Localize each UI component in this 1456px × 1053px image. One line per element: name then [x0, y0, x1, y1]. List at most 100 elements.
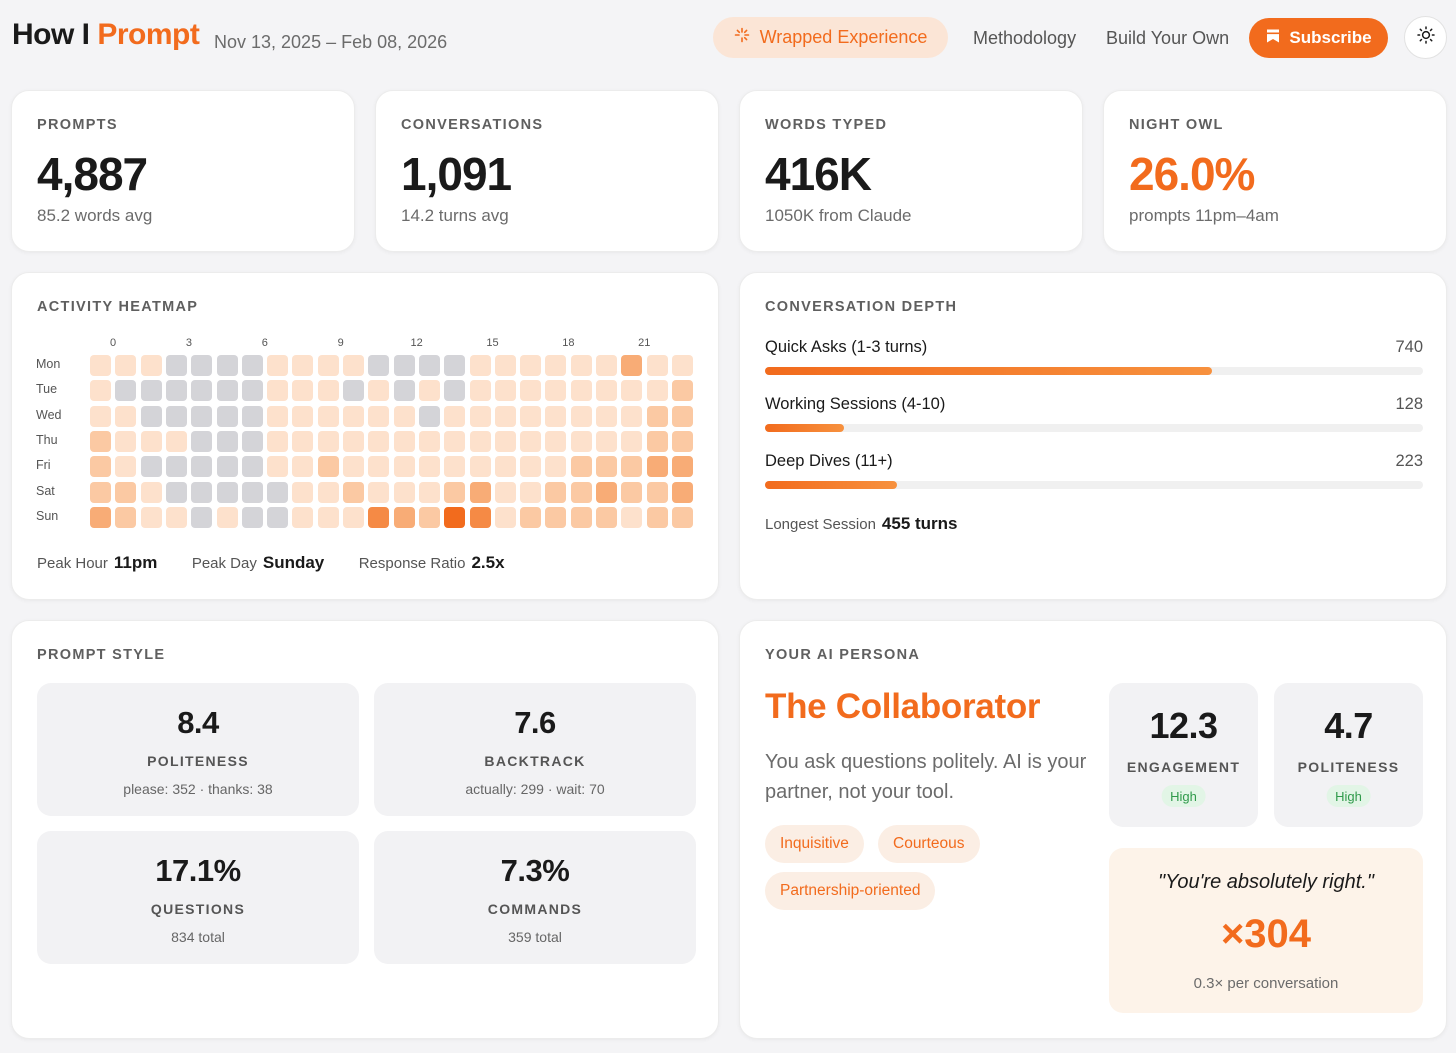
heatmap-cell[interactable] — [570, 481, 592, 503]
heatmap-cell[interactable] — [241, 355, 263, 376]
heatmap-cell[interactable] — [418, 456, 440, 478]
heatmap-cell[interactable] — [671, 481, 693, 503]
heatmap-cell[interactable] — [191, 481, 213, 503]
heatmap-cell[interactable] — [292, 430, 314, 452]
heatmap-cell[interactable] — [418, 430, 440, 452]
heatmap-cell[interactable] — [570, 456, 592, 478]
heatmap-cell[interactable] — [368, 405, 390, 427]
heatmap-cell[interactable] — [317, 456, 339, 478]
heatmap-cell[interactable] — [343, 481, 364, 503]
heatmap-cell[interactable] — [115, 355, 137, 376]
heatmap-cell[interactable] — [90, 380, 111, 402]
heatmap-cell[interactable] — [621, 405, 643, 427]
heatmap-cell[interactable] — [115, 380, 137, 402]
heatmap-cell[interactable] — [469, 405, 491, 427]
heatmap-cell[interactable] — [596, 405, 617, 427]
heatmap-cell[interactable] — [140, 430, 162, 452]
heatmap-cell[interactable] — [469, 506, 491, 528]
heatmap-cell[interactable] — [241, 405, 263, 427]
heatmap-cell[interactable] — [191, 430, 213, 452]
heatmap-cell[interactable] — [241, 456, 263, 478]
heatmap-cell[interactable] — [545, 355, 567, 376]
heatmap-cell[interactable] — [343, 355, 364, 376]
heatmap-cell[interactable] — [671, 380, 693, 402]
heatmap-cell[interactable] — [267, 355, 289, 376]
heatmap-cell[interactable] — [520, 506, 542, 528]
heatmap-cell[interactable] — [216, 405, 238, 427]
heatmap-cell[interactable] — [292, 481, 314, 503]
heatmap-cell[interactable] — [596, 481, 617, 503]
heatmap-cell[interactable] — [545, 456, 567, 478]
heatmap-cell[interactable] — [545, 405, 567, 427]
heatmap-cell[interactable] — [646, 405, 668, 427]
heatmap-cell[interactable] — [90, 481, 111, 503]
heatmap-cell[interactable] — [444, 456, 466, 478]
heatmap-cell[interactable] — [140, 506, 162, 528]
heatmap-cell[interactable] — [570, 430, 592, 452]
heatmap-cell[interactable] — [444, 405, 466, 427]
heatmap-cell[interactable] — [317, 430, 339, 452]
heatmap-cell[interactable] — [216, 430, 238, 452]
heatmap-cell[interactable] — [115, 456, 137, 478]
nav-build-your-own[interactable]: Build Your Own — [1106, 28, 1230, 48]
heatmap-cell[interactable] — [596, 380, 617, 402]
heatmap-cell[interactable] — [494, 456, 516, 478]
heatmap-cell[interactable] — [520, 430, 542, 452]
heatmap-cell[interactable] — [570, 355, 592, 376]
heatmap-cell[interactable] — [393, 456, 415, 478]
subscribe-button[interactable]: Subscribe — [1249, 18, 1388, 58]
heatmap-cell[interactable] — [418, 405, 440, 427]
heatmap-cell[interactable] — [621, 355, 643, 376]
heatmap-cell[interactable] — [368, 456, 390, 478]
heatmap-cell[interactable] — [140, 481, 162, 503]
heatmap-cell[interactable] — [444, 380, 466, 402]
heatmap-cell[interactable] — [191, 456, 213, 478]
heatmap-cell[interactable] — [671, 405, 693, 427]
heatmap-cell[interactable] — [393, 506, 415, 528]
heatmap-cell[interactable] — [494, 506, 516, 528]
heatmap-cell[interactable] — [241, 380, 263, 402]
heatmap-cell[interactable] — [545, 380, 567, 402]
heatmap-cell[interactable] — [317, 506, 339, 528]
heatmap-cell[interactable] — [418, 481, 440, 503]
heatmap-cell[interactable] — [216, 380, 238, 402]
heatmap-cell[interactable] — [393, 405, 415, 427]
heatmap-cell[interactable] — [621, 380, 643, 402]
heatmap-cell[interactable] — [570, 380, 592, 402]
heatmap-cell[interactable] — [646, 430, 668, 452]
heatmap-cell[interactable] — [267, 506, 289, 528]
heatmap-cell[interactable] — [267, 481, 289, 503]
heatmap-cell[interactable] — [165, 506, 187, 528]
heatmap-cell[interactable] — [418, 355, 440, 376]
heatmap-cell[interactable] — [165, 405, 187, 427]
heatmap-cell[interactable] — [494, 355, 516, 376]
heatmap-cell[interactable] — [444, 506, 466, 528]
heatmap-cell[interactable] — [140, 456, 162, 478]
heatmap-cell[interactable] — [115, 430, 137, 452]
heatmap-cell[interactable] — [343, 380, 364, 402]
heatmap-cell[interactable] — [267, 405, 289, 427]
wrapped-experience-button[interactable]: Wrapped Experience — [713, 17, 948, 58]
heatmap-cell[interactable] — [671, 430, 693, 452]
heatmap-cell[interactable] — [469, 380, 491, 402]
heatmap-cell[interactable] — [368, 481, 390, 503]
heatmap-cell[interactable] — [596, 430, 617, 452]
heatmap-cell[interactable] — [368, 380, 390, 402]
heatmap-cell[interactable] — [115, 506, 137, 528]
heatmap-cell[interactable] — [545, 430, 567, 452]
heatmap-cell[interactable] — [671, 355, 693, 376]
heatmap-cell[interactable] — [165, 481, 187, 503]
heatmap-cell[interactable] — [115, 481, 137, 503]
heatmap-cell[interactable] — [90, 430, 111, 452]
heatmap-cell[interactable] — [570, 405, 592, 427]
heatmap-cell[interactable] — [520, 380, 542, 402]
heatmap-cell[interactable] — [494, 481, 516, 503]
heatmap-cell[interactable] — [165, 430, 187, 452]
brand-logo[interactable]: How I Prompt — [12, 18, 200, 52]
heatmap-cell[interactable] — [90, 456, 111, 478]
heatmap-cell[interactable] — [317, 355, 339, 376]
heatmap-cell[interactable] — [343, 430, 364, 452]
heatmap-cell[interactable] — [469, 456, 491, 478]
heatmap-cell[interactable] — [393, 481, 415, 503]
heatmap-cell[interactable] — [368, 355, 390, 376]
